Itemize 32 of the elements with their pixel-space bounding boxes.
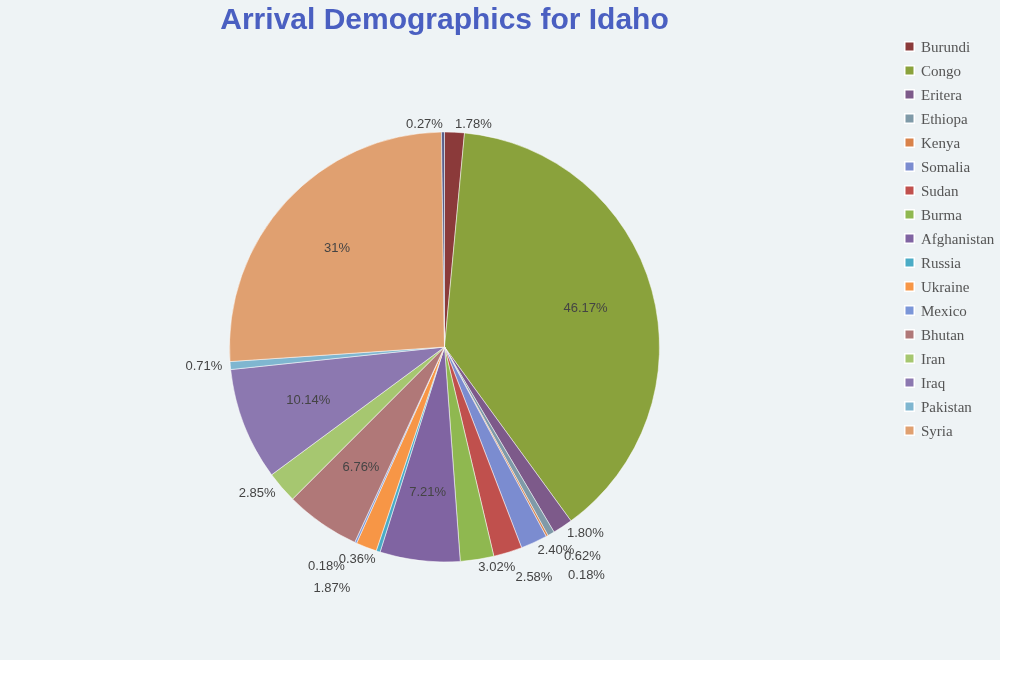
legend-label: Burundi <box>921 38 971 55</box>
data-label: 0.71% <box>185 358 223 374</box>
data-label: 0.18% <box>568 566 606 582</box>
legend-label: Iraq <box>921 374 946 391</box>
legend-label: Burma <box>921 206 963 223</box>
data-label: 2.85% <box>238 484 276 500</box>
data-label: 1.78% <box>454 116 493 132</box>
data-label: 2.58% <box>515 569 553 585</box>
data-label: 3.02% <box>478 559 516 575</box>
chart-title: Arrival Demographics for Idaho <box>220 2 669 35</box>
legend-label: Sudan <box>921 182 959 199</box>
data-label: 7.21% <box>409 484 447 500</box>
legend-label: Pakistan <box>921 398 973 415</box>
legend-label: Mexico <box>921 302 967 319</box>
legend-label: Russia <box>921 254 962 271</box>
data-label: 6.76% <box>342 459 380 475</box>
legend-label: Afghanistan <box>921 230 995 247</box>
legend-label: Syria <box>921 422 953 439</box>
legend-label: Congo <box>921 62 962 79</box>
legend-label: Ethiopa <box>921 110 968 127</box>
data-label: 0.27% <box>406 116 444 132</box>
legend-label: Eritera <box>921 86 963 103</box>
legend-label: Ukraine <box>921 278 970 295</box>
data-label: 1.80% <box>567 525 605 541</box>
data-label: 1.87% <box>313 580 351 596</box>
data-label: 46.17% <box>563 300 608 316</box>
data-label: 31% <box>323 239 351 255</box>
legend-label: Iran <box>921 350 946 367</box>
legend-label: Somalia <box>921 158 971 175</box>
data-label: 10.14% <box>286 391 331 407</box>
legend-label: Bhutan <box>921 326 965 343</box>
legend-label: Kenya <box>921 134 961 151</box>
